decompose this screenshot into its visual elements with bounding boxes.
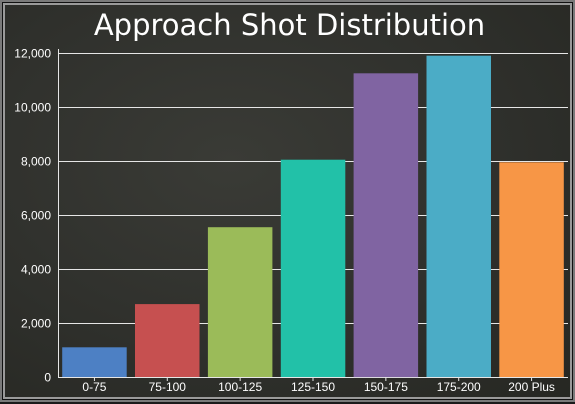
x-tick-label: 100-125 [218,380,262,394]
x-tick-label: 75-100 [149,380,187,394]
y-tick-label: 2,000 [21,317,51,331]
x-tick-label: 0-75 [82,380,106,394]
bar [207,227,273,377]
x-tick-label: 200 Plus [508,380,555,394]
x-tick-label: 175-200 [437,380,481,394]
bar [280,159,346,377]
y-tick-label: 4,000 [21,263,51,277]
y-tick-label: 12,000 [14,47,51,61]
bar [62,347,127,377]
x-tick-label: 125-150 [291,380,335,394]
bar [135,304,200,377]
bar [426,55,491,377]
y-tick-label: 0 [44,371,51,385]
y-tick-label: 6,000 [21,209,51,223]
bar [353,73,419,378]
y-tick-label: 8,000 [21,155,51,169]
bar [499,162,564,377]
x-tick-label: 150-175 [364,380,408,394]
y-tick-label: 10,000 [14,101,51,115]
chart-title: Approach Shot Distribution [93,8,486,42]
